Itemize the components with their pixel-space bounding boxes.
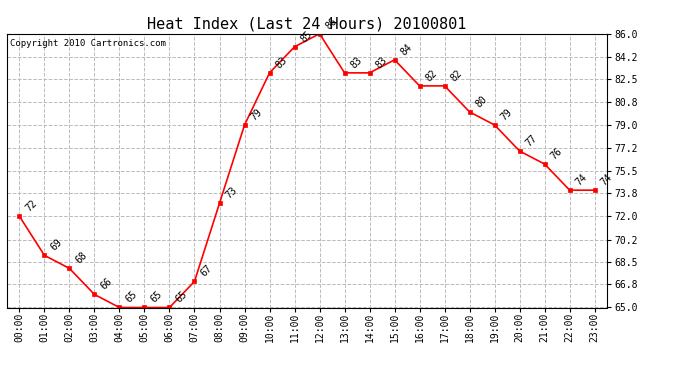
Text: 83: 83 (348, 55, 364, 70)
Text: 72: 72 (23, 198, 39, 213)
Text: 73: 73 (224, 185, 239, 200)
Text: 68: 68 (74, 250, 89, 266)
Text: 76: 76 (549, 146, 564, 161)
Text: 82: 82 (448, 68, 464, 83)
Text: 66: 66 (99, 276, 114, 292)
Text: 69: 69 (48, 237, 64, 253)
Text: 65: 65 (174, 290, 189, 305)
Text: 86: 86 (324, 16, 339, 31)
Text: 74: 74 (599, 172, 614, 188)
Text: 65: 65 (148, 290, 164, 305)
Text: Copyright 2010 Cartronics.com: Copyright 2010 Cartronics.com (10, 39, 166, 48)
Text: 79: 79 (499, 107, 514, 122)
Text: 82: 82 (424, 68, 439, 83)
Text: 74: 74 (574, 172, 589, 188)
Text: 67: 67 (199, 263, 214, 279)
Title: Heat Index (Last 24 Hours) 20100801: Heat Index (Last 24 Hours) 20100801 (148, 16, 466, 31)
Text: 80: 80 (474, 94, 489, 109)
Text: 77: 77 (524, 133, 539, 148)
Text: 84: 84 (399, 42, 414, 57)
Text: 83: 83 (374, 55, 389, 70)
Text: 83: 83 (274, 55, 289, 70)
Text: 79: 79 (248, 107, 264, 122)
Text: 85: 85 (299, 28, 314, 44)
Text: 65: 65 (124, 290, 139, 305)
